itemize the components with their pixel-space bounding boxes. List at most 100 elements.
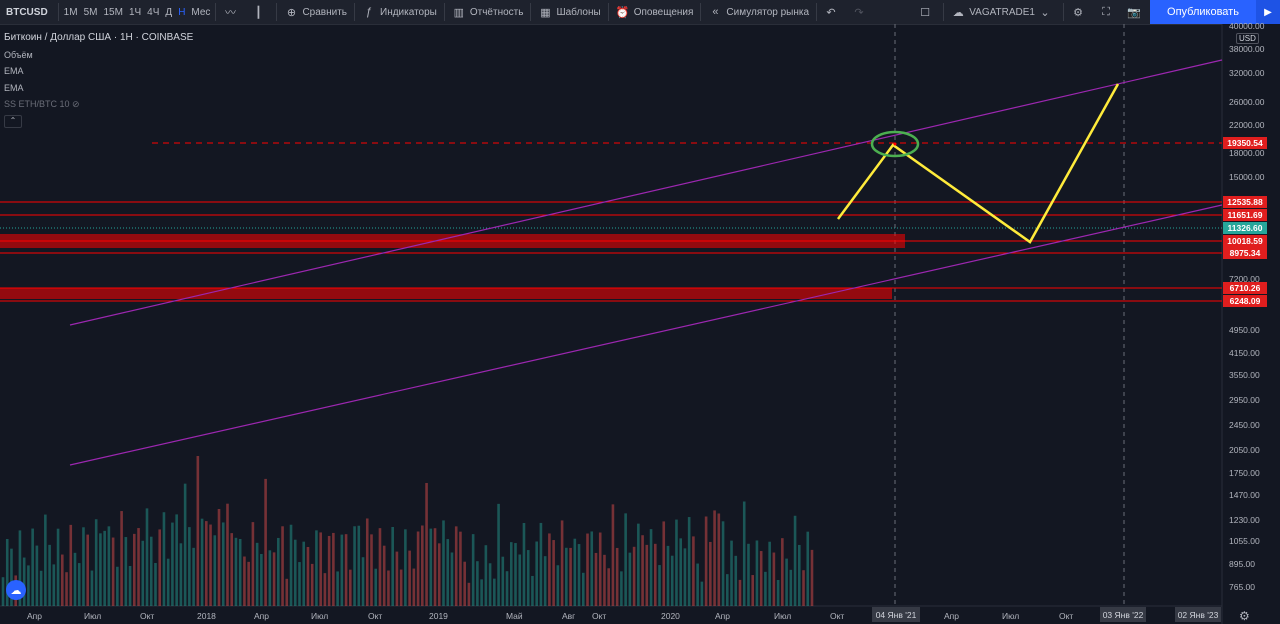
interval-7[interactable]: Мес [191,6,211,18]
volume-bar [759,551,763,606]
volume-bar [772,552,776,606]
compare-button[interactable]: ⊕ Сравнить [279,0,352,24]
publish-button[interactable]: Опубликовать [1150,0,1256,24]
currency-label[interactable]: USD [1236,33,1259,44]
plus-circle-icon: ⊕ [286,6,297,19]
time-tick: 2019 [429,611,448,621]
volume-bar [526,550,530,606]
separator [700,3,702,21]
volume-bar [18,530,22,606]
volume-bar [734,555,738,606]
chart-type-button[interactable]: 〰 [218,0,246,24]
volume-bar [713,510,716,606]
volume-bar [704,516,708,606]
legend-collapse-button[interactable]: ⌃ [4,114,22,128]
legend-title[interactable]: Биткоин / Доллар США · 1Н · COINBASE [4,32,194,43]
templates-button[interactable]: ▦ Шаблоны [533,0,605,24]
time-tick: Апр [254,611,269,621]
volume-bar [620,571,623,606]
volume-bar [738,579,742,606]
volume-bar [209,524,212,606]
volume-bar [543,556,547,606]
candle-type-button[interactable]: ┃ [246,0,274,24]
fullscreen-button[interactable]: ⛶ [1094,0,1122,24]
alerts-button[interactable]: ⏰ Оповещения [611,0,699,24]
legend-volume[interactable]: Объём [4,49,33,60]
volume-bar [793,515,797,606]
interval-3[interactable]: 1Ч [128,6,142,18]
chart-legend: Биткоин / Доллар США · 1Н · COINBASE Объ… [4,30,193,128]
volume-bar [590,531,594,606]
layout-name-button[interactable]: ☁ VAGATRADE1 ⌄ [946,0,1061,24]
volume-bar [179,543,183,606]
symbol-search[interactable]: BTCUSD [6,6,48,18]
time-tick: Июл [311,611,329,621]
volume-bar [573,538,577,606]
interval-2[interactable]: 15М [103,6,123,18]
volume-bar [437,543,441,606]
target-ellipse [870,130,920,158]
snapshot-button[interactable]: 📷 [1122,0,1150,24]
volume-bar [374,568,378,606]
volume-bar [238,539,242,606]
volume-bar [433,528,437,606]
price-level-label: 19350.54 [1223,137,1267,149]
legend-compare[interactable]: SS ETH/BTC 10 ⊘ [4,96,193,113]
indicators-button[interactable]: ƒ Индикаторы [357,0,442,24]
expand-icon: ⛶ [1102,5,1110,18]
time-marker: 02 Янв '23 [1175,607,1221,622]
price-tick: 1470.00 [1229,490,1260,500]
price-level-label: 8975.34 [1223,247,1267,259]
volume-bar [598,532,602,606]
volume-bar [255,542,259,606]
volume-bar [649,529,653,606]
separator [57,3,59,21]
volume-bar [446,539,450,606]
price-tick: 38000.00 [1229,44,1265,54]
volume-bar [653,543,657,606]
interval-5[interactable]: Д [165,6,173,18]
volume-bar [171,522,174,606]
volume-bar [412,568,416,606]
volume-bar [260,554,263,606]
volume-bar [162,512,166,606]
interval-4[interactable]: 4Ч [147,6,160,18]
separator [443,3,445,21]
volume-bar [586,533,589,606]
volume-bar [65,572,68,606]
financials-button[interactable]: ▥ Отчётность [447,0,529,24]
volume-bar [77,563,81,606]
separator [215,3,217,21]
volume-bar [421,525,424,606]
interval-0[interactable]: 1М [63,6,78,18]
publish-dropdown-button[interactable]: ▶ [1256,0,1280,24]
volume-bar [264,478,267,606]
volume-bar [327,535,331,606]
replay-button[interactable]: « Симулятор рынка [703,0,814,24]
time-marker: 04 Янв '21 [872,607,920,622]
volume-bar [323,573,327,606]
volume-bar [535,541,538,606]
tradingview-logo-icon[interactable]: ☁ [6,580,26,600]
redo-button[interactable]: ↷ [847,0,875,24]
price-tick: 2450.00 [1229,420,1260,430]
price-chart[interactable] [0,24,1280,624]
settings-button[interactable]: ⚙ [1066,0,1094,24]
volume-bar [751,575,755,606]
axis-settings-gear-icon[interactable]: ⚙ [1239,609,1250,623]
legend-ema-1[interactable]: EMA [4,66,24,76]
volume-bar [467,582,471,606]
gear-icon: ⚙ [1073,6,1083,19]
volume-bar [666,545,670,606]
volume-bar [154,563,157,606]
fullscreen-layout-button[interactable]: ☐ [913,0,941,24]
undo-button[interactable]: ↶ [819,0,847,24]
volume-bar [90,570,94,606]
time-tick: 2018 [197,611,216,621]
interval-1[interactable]: 5М [83,6,98,18]
volume-bar [361,557,365,606]
square-icon: ☐ [920,6,931,19]
interval-6[interactable]: Н [178,6,186,18]
legend-ema-2[interactable]: EMA [4,82,24,93]
